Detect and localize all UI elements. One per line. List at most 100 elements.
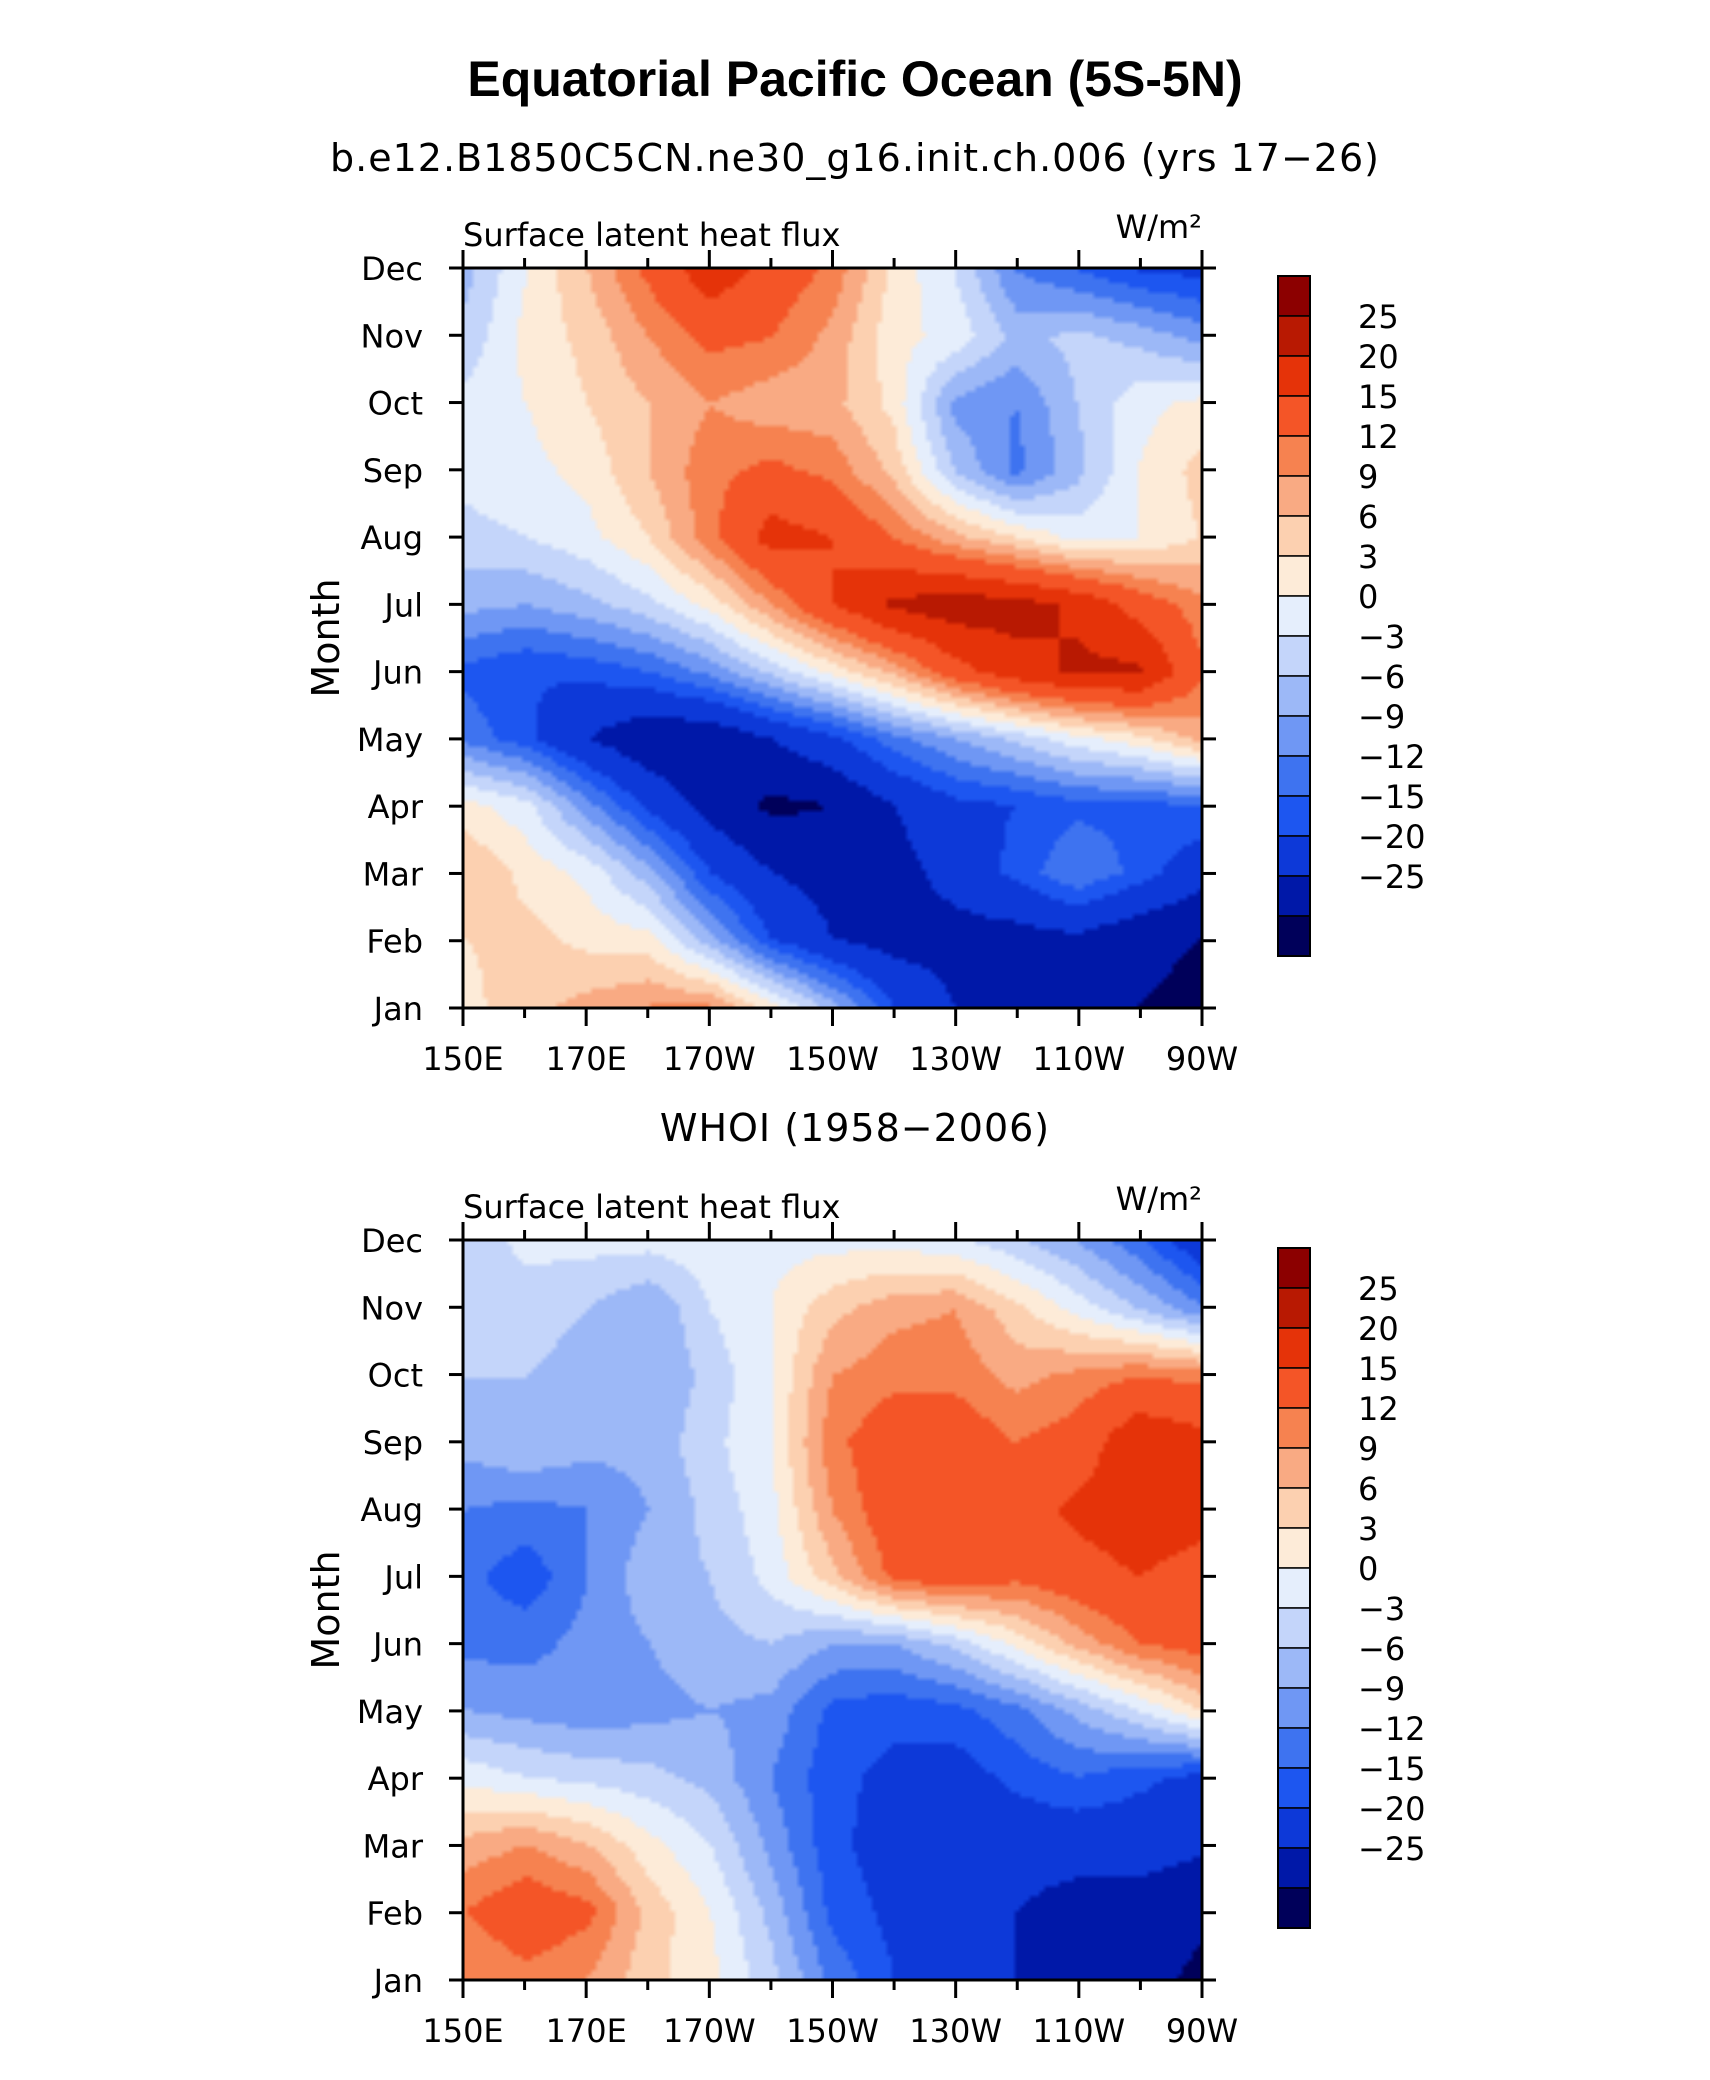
colorbar-label: −12 <box>1358 1710 1426 1748</box>
y-tick-label-feb: Feb <box>366 923 423 961</box>
y-tick-label-nov: Nov <box>361 1289 423 1327</box>
colorbar-swatch <box>1277 1727 1311 1769</box>
colorbar-swatch <box>1277 1847 1311 1889</box>
colorbar-swatch <box>1277 1807 1311 1849</box>
y-tick-label-may: May <box>357 1693 423 1731</box>
colorbar-label: 25 <box>1358 1270 1399 1308</box>
colorbar-label: −6 <box>1358 658 1405 696</box>
colorbar-frame <box>1277 1247 1311 1929</box>
colorbar-label: −25 <box>1358 1830 1426 1868</box>
colorbar-swatch <box>1277 1407 1311 1449</box>
colorbar-label: −6 <box>1358 1630 1405 1668</box>
colorbar-swatch <box>1277 835 1311 877</box>
colorbar-label: 20 <box>1358 338 1399 376</box>
colorbar-label: 0 <box>1358 1550 1378 1588</box>
colorbar-label: −12 <box>1358 738 1426 776</box>
colorbar-swatch <box>1277 1327 1311 1369</box>
colorbar-swatch <box>1277 1887 1311 1929</box>
heatmap-field-2 <box>463 1240 1202 1980</box>
y-tick-label-mar: Mar <box>363 1827 424 1865</box>
colorbar-label: 25 <box>1358 298 1399 336</box>
y-axis-title: Month <box>304 578 348 697</box>
colorbar-swatch <box>1277 595 1311 637</box>
colorbar-label: 6 <box>1358 1470 1378 1508</box>
x-tick-label-130w: 130W <box>909 2012 1002 2050</box>
x-tick-label-170e: 170E <box>546 1040 627 1078</box>
x-tick-label-170w: 170W <box>663 2012 756 2050</box>
y-tick-label-jul: Jul <box>382 1558 423 1596</box>
colorbar-label: −9 <box>1358 1670 1405 1708</box>
colorbar-swatch <box>1277 1567 1311 1609</box>
colorbar-label: 6 <box>1358 498 1378 536</box>
x-tick-label-110w: 110W <box>1032 2012 1125 2050</box>
colorbar-label: 9 <box>1358 1430 1378 1468</box>
colorbar-swatch <box>1277 1447 1311 1489</box>
x-tick-label-110w: 110W <box>1032 1040 1125 1078</box>
main-title: Equatorial Pacific Ocean (5S-5N) <box>467 51 1243 107</box>
panel-2-title: WHOI (1958−2006) <box>659 1106 1051 1150</box>
colorbar-label: 0 <box>1358 578 1378 616</box>
colorbar-swatch <box>1277 1647 1311 1689</box>
x-tick-label-170e: 170E <box>546 2012 627 2050</box>
colorbar-swatch <box>1277 395 1311 437</box>
colorbar-label: −25 <box>1358 858 1426 896</box>
x-tick-label-90w: 90W <box>1166 2012 1238 2050</box>
colorbar-label: −15 <box>1358 1750 1426 1788</box>
colorbar-swatch <box>1277 1367 1311 1409</box>
colorbar-swatch <box>1277 515 1311 557</box>
colorbar-swatch <box>1277 275 1311 317</box>
colorbar-swatch <box>1277 875 1311 917</box>
y-tick-label-aug: Aug <box>361 1491 423 1529</box>
colorbar-label: −15 <box>1358 778 1426 816</box>
colorbar-label: 9 <box>1358 458 1378 496</box>
panel-label: Surface latent heat flux <box>463 216 840 254</box>
colorbar-label: −9 <box>1358 698 1405 736</box>
colorbar-swatch <box>1277 475 1311 517</box>
colorbar-label: 15 <box>1358 1350 1399 1388</box>
colorbar-swatch <box>1277 915 1311 957</box>
panel-1-title: b.e12.B1850C5CN.ne30_g16.init.ch.006 (yr… <box>330 136 1380 180</box>
colorbar-swatch <box>1277 1487 1311 1529</box>
y-tick-label-mar: Mar <box>363 855 424 893</box>
y-tick-label-feb: Feb <box>366 1895 423 1933</box>
y-tick-label-nov: Nov <box>361 317 423 355</box>
colorbar-label: 12 <box>1358 1390 1399 1428</box>
y-tick-label-oct: Oct <box>368 1357 423 1395</box>
colorbar-label: 15 <box>1358 378 1399 416</box>
x-tick-label-90w: 90W <box>1166 1040 1238 1078</box>
x-tick-label-150e: 150E <box>422 2012 503 2050</box>
x-tick-label-150w: 150W <box>786 2012 879 2050</box>
colorbar-swatch <box>1277 1607 1311 1649</box>
colorbar-swatch <box>1277 1767 1311 1809</box>
colorbar-label: −3 <box>1358 618 1405 656</box>
y-tick-label-apr: Apr <box>368 788 424 826</box>
x-tick-label-170w: 170W <box>663 1040 756 1078</box>
colorbar-label: −20 <box>1358 1790 1426 1828</box>
units-label: W/m² <box>1116 208 1202 246</box>
y-tick-label-dec: Dec <box>361 1222 423 1260</box>
units-label: W/m² <box>1116 1180 1202 1218</box>
heatmap-field-1 <box>463 268 1202 1008</box>
y-tick-label-aug: Aug <box>361 519 423 557</box>
colorbar-swatch <box>1277 795 1311 837</box>
colorbar-label: −20 <box>1358 818 1426 856</box>
y-tick-label-oct: Oct <box>368 385 423 423</box>
x-tick-label-150e: 150E <box>422 1040 503 1078</box>
panel-label: Surface latent heat flux <box>463 1188 840 1226</box>
y-tick-label-may: May <box>357 721 423 759</box>
colorbar-swatch <box>1277 1687 1311 1729</box>
y-tick-label-jun: Jun <box>371 1626 423 1664</box>
y-tick-label-jan: Jan <box>372 1962 423 2000</box>
y-tick-label-apr: Apr <box>368 1760 424 1798</box>
y-tick-label-dec: Dec <box>361 250 423 288</box>
colorbar-swatch <box>1277 355 1311 397</box>
y-axis-title: Month <box>304 1550 348 1669</box>
colorbar-swatch <box>1277 555 1311 597</box>
y-tick-label-jul: Jul <box>382 586 423 624</box>
y-tick-label-sep: Sep <box>363 1424 423 1462</box>
colorbar-swatch <box>1277 635 1311 677</box>
y-tick-label-jan: Jan <box>372 990 423 1028</box>
colorbar-label: 20 <box>1358 1310 1399 1348</box>
colorbar-swatch <box>1277 1247 1311 1289</box>
